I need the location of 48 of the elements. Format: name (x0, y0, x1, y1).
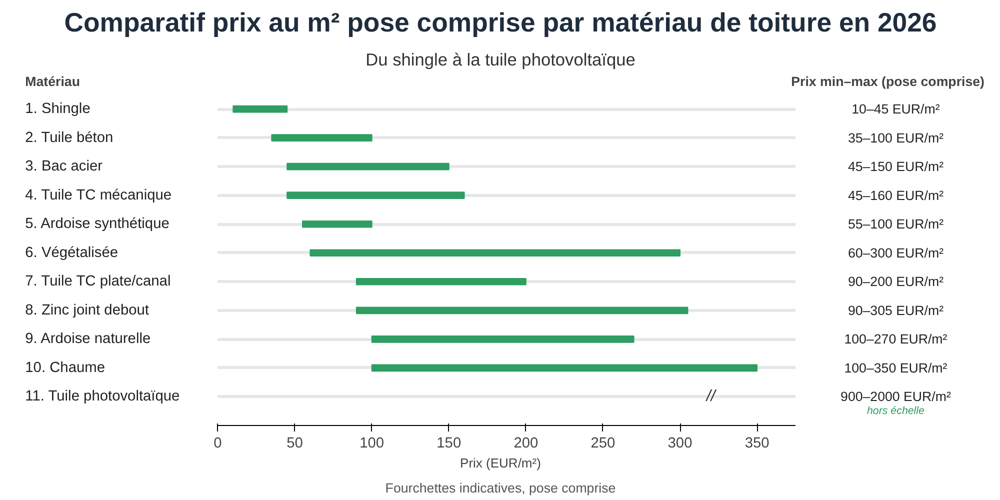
y-tick-label: 4. Tuile TC mécanique (25, 187, 172, 204)
y-axis-title: Matériau (25, 74, 80, 90)
bar (371, 364, 758, 372)
x-tick-label: 300 (668, 436, 692, 452)
y-tick-label: 3. Bac acier (25, 158, 103, 175)
y-tick-label: 6. Végétalisée (25, 244, 118, 261)
data-label: 60–300 EUR/m² (848, 245, 944, 260)
y-tick-label: 1. Shingle (25, 101, 90, 118)
x-tick-label: 350 (744, 436, 770, 452)
bar (271, 134, 372, 142)
y-tick-label: 2. Tuile béton (25, 130, 114, 146)
data-label: 35–100 EUR/m² (848, 130, 944, 146)
bar (286, 162, 450, 170)
x-tick-label: 100 (360, 436, 384, 452)
y-tick-label: 10. Chaume (25, 360, 105, 376)
data-label: 90–200 EUR/m² (848, 274, 944, 290)
data-label: 90–305 EUR/m² (848, 302, 944, 318)
x-tick-label: 200 (514, 436, 538, 452)
bar (356, 306, 688, 314)
chart-subtitle: Du shingle à la tuile photovoltaïque (366, 50, 636, 70)
y-tick-label: 5. Ardoise synthétique (25, 216, 170, 232)
data-label: 100–270 EUR/m² (844, 332, 948, 347)
y-tick-label: 8. Zinc joint debout (25, 302, 149, 318)
bar (232, 105, 288, 113)
x-tick-label: 50 (286, 436, 303, 452)
bar (286, 192, 465, 199)
y-tick-label: 11. Tuile photovoltaïque (25, 388, 180, 405)
text: 900–2000 EUR/m² (840, 389, 951, 404)
data-label: 45–150 EUR/m² (848, 159, 944, 174)
data-label: 100–350 EUR/m² (844, 360, 948, 376)
bar (302, 220, 372, 228)
x-tick-label: 250 (590, 436, 616, 452)
bar (310, 249, 681, 257)
text: hors échelle (866, 405, 925, 418)
data-label: 55–100 EUR/m² (848, 216, 944, 232)
chart-title: Comparatif prix au m² pose comprise par matériau de toiture en 2026 (64, 8, 937, 38)
data-label: 45–160 EUR/m² (848, 188, 944, 203)
annotation: // (705, 388, 717, 406)
bar (356, 278, 526, 286)
text: Fourchettes indicatives, pose comprise (385, 480, 616, 496)
y-tick-label: 9. Ardoise naturelle (25, 331, 151, 348)
x-axis-title: Prix (EUR/m²) (460, 456, 541, 470)
x-tick-label: 0 (214, 436, 222, 452)
text: Prix min–max (pose comprise) (791, 74, 984, 90)
data-label: 10–45 EUR/m² (852, 102, 940, 117)
x-tick-label: 150 (436, 436, 462, 452)
bar (371, 336, 634, 343)
y-tick-label: 7. Tuile TC plate/canal (25, 274, 171, 290)
